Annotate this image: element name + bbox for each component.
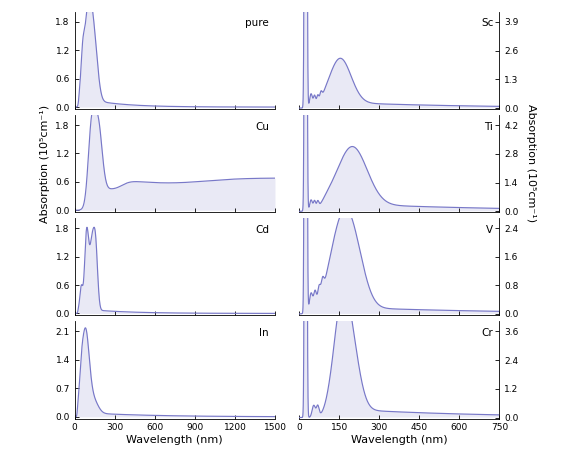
Y-axis label: Absorption (10⁵cm⁻¹): Absorption (10⁵cm⁻¹) [40, 105, 50, 223]
Text: Cd: Cd [255, 225, 269, 235]
Text: Sc: Sc [481, 19, 494, 28]
Text: Cu: Cu [255, 122, 269, 132]
X-axis label: Wavelength (nm): Wavelength (nm) [351, 435, 448, 445]
Text: In: In [259, 328, 269, 338]
X-axis label: Wavelength (nm): Wavelength (nm) [126, 435, 223, 445]
Text: Cr: Cr [482, 328, 494, 338]
Text: V: V [486, 225, 494, 235]
Y-axis label: Absorption (10⁵cm⁻¹): Absorption (10⁵cm⁻¹) [526, 105, 536, 223]
Text: Ti: Ti [484, 122, 494, 132]
Text: pure: pure [245, 19, 269, 28]
